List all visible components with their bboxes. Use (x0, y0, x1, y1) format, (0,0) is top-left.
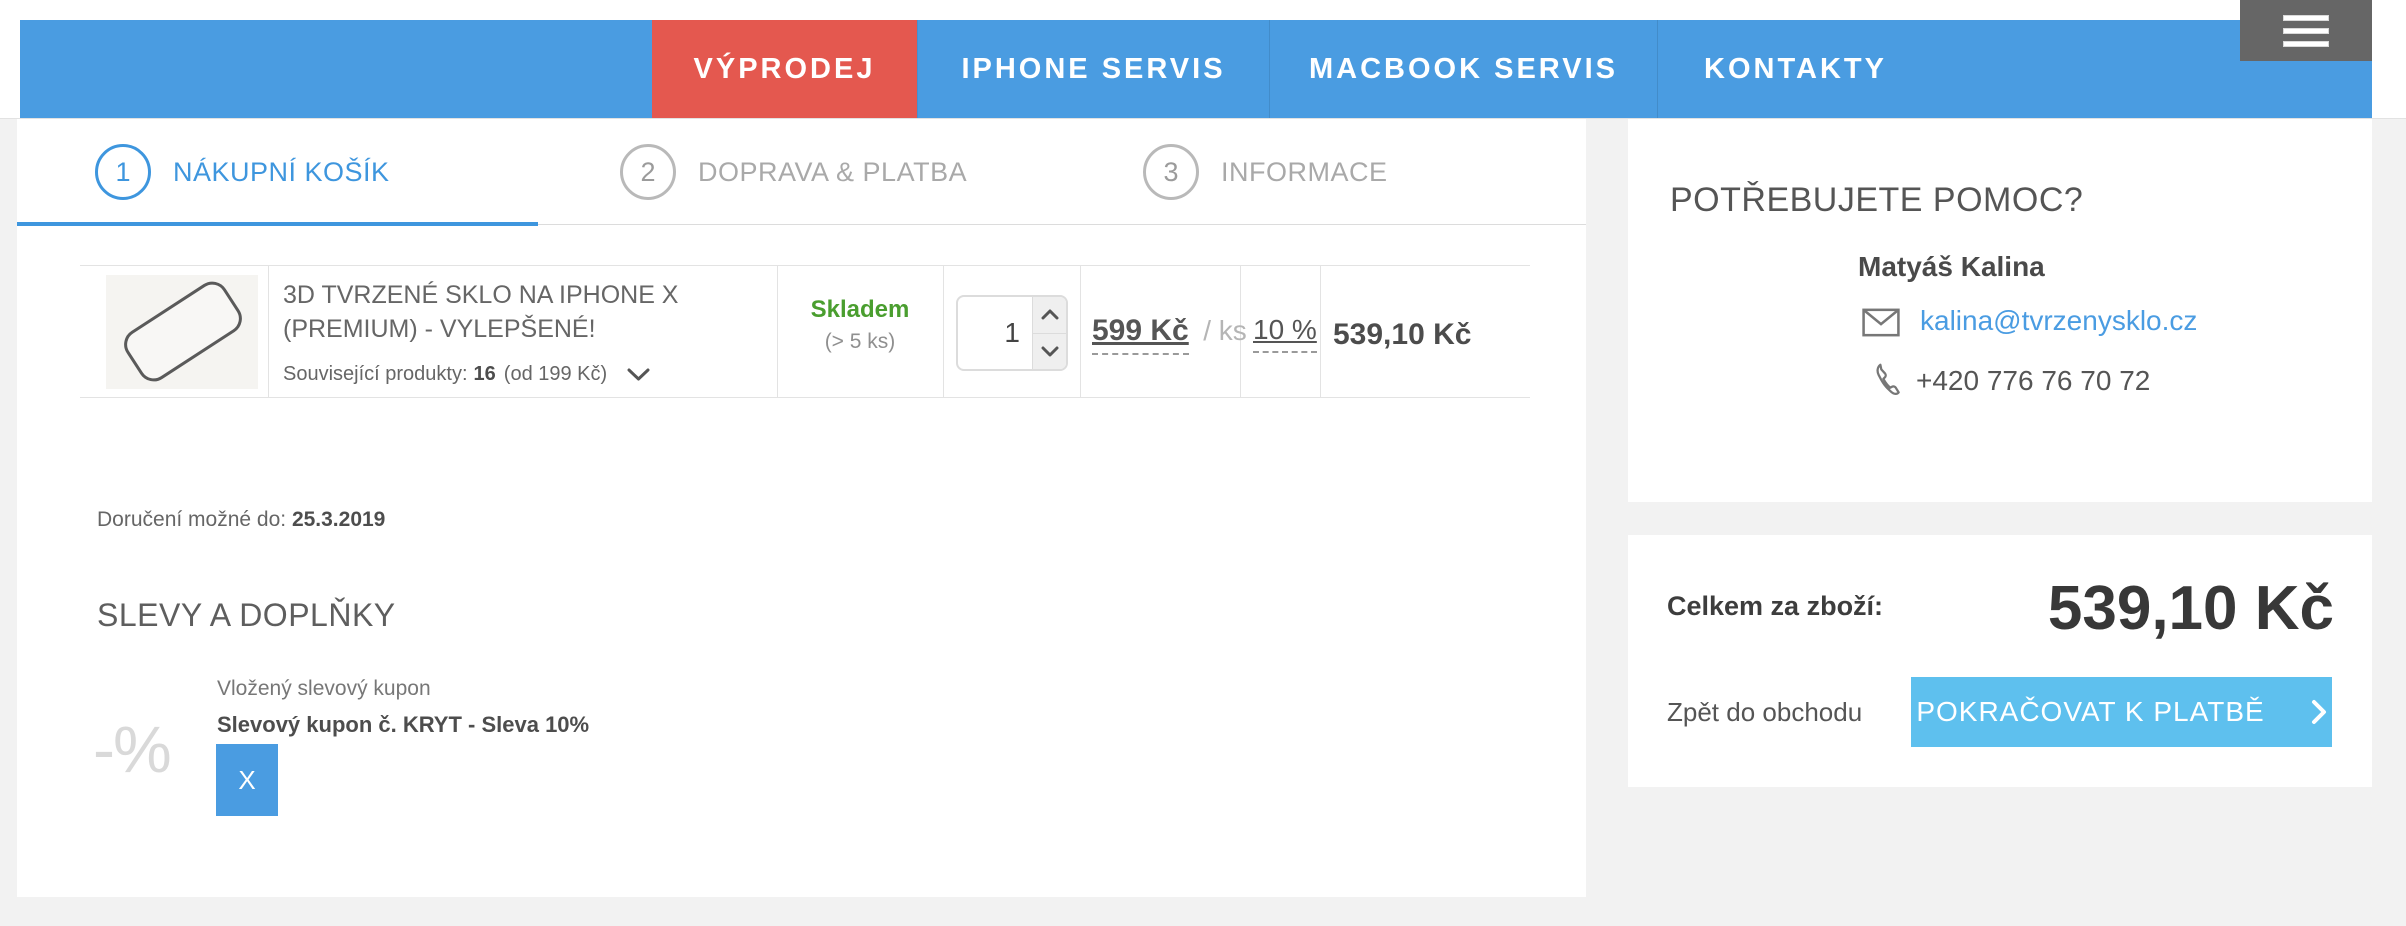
help-heading: POTŘEBUJETE POMOC? (1670, 181, 2084, 219)
column-divider (268, 266, 269, 397)
step-number-circle: 1 (95, 144, 151, 200)
tempered-glass-image (117, 275, 249, 388)
hamburger-menu-button[interactable] (2240, 0, 2372, 61)
continue-to-payment-button[interactable]: POKRAČOVAT K PLATBĚ (1911, 677, 2332, 747)
stock-status: Skladem (> 5 ks) (777, 296, 943, 354)
hamburger-icon (2283, 40, 2329, 47)
column-divider (1080, 266, 1081, 397)
help-panel: POTŘEBUJETE POMOC? Matyáš Kalina kalina@… (1628, 119, 2372, 502)
coupon-label: Vložený slevový kupon (217, 677, 431, 700)
nav-item-vyprodej[interactable]: VÝPRODEJ (652, 20, 917, 118)
step-label: INFORMACE (1221, 156, 1388, 187)
quantity-stepper: 1 (956, 295, 1068, 371)
nav-item-iphone-servis[interactable]: IPHONE SERVIS (917, 20, 1269, 118)
product-title[interactable]: 3D TVRZENÉ SKLO NA IPHONE X (PREMIUM) - … (283, 281, 679, 343)
cart-item-row: 3D TVRZENÉ SKLO NA IPHONE X (PREMIUM) - … (80, 265, 1530, 398)
per-unit-label: / ks (1203, 315, 1247, 346)
discount-value[interactable]: 10 % (1253, 314, 1317, 353)
chevron-down-icon[interactable] (627, 368, 650, 382)
contact-name: Matyáš Kalina (1858, 251, 2045, 282)
step-label: NÁKUPNÍ KOŠÍK (173, 156, 390, 187)
coupon-detail: Slevový kupon č. KRYT - Sleva 10% (217, 712, 590, 737)
step-cart[interactable]: 1 NÁKUPNÍ KOŠÍK (95, 119, 390, 225)
delivery-label: Doručení možné do: (97, 508, 292, 531)
step-label: DOPRAVA & PLATBA (698, 156, 968, 187)
step-shipping-payment[interactable]: 2 DOPRAVA & PLATBA (620, 119, 967, 225)
total-value: 539,10 Kč (2047, 574, 2334, 643)
unit-price-cell: 599 Kč / ks (1092, 314, 1247, 355)
nav-item-macbook-servis[interactable]: MACBOOK SERVIS (1269, 20, 1657, 118)
order-summary-panel: Celkem za zboží: 539,10 Kč Zpět do obcho… (1628, 535, 2372, 787)
continue-button-label: POKRAČOVAT K PLATBĚ (1916, 696, 2265, 727)
column-divider (777, 266, 778, 397)
unit-price[interactable]: 599 Kč (1092, 314, 1189, 355)
hamburger-icon (2283, 14, 2329, 21)
quantity-input[interactable]: 1 (1004, 317, 1020, 348)
related-count: 16 (473, 363, 496, 385)
discount-percent-icon: -% (93, 712, 172, 786)
remove-coupon-button[interactable]: X (216, 744, 278, 816)
column-divider (943, 266, 944, 397)
contact-email-link[interactable]: kalina@tvrzenysklo.cz (1920, 305, 2198, 336)
delivery-estimate: Doručení možné do: 25.3.2019 (97, 508, 385, 532)
column-divider (1240, 266, 1241, 397)
quantity-decrease-button[interactable] (1033, 334, 1066, 370)
phone-icon (1868, 359, 1902, 404)
step-number-circle: 3 (1143, 144, 1199, 200)
hamburger-icon (2283, 27, 2329, 34)
step-information[interactable]: 3 INFORMACE (1143, 119, 1388, 225)
discounts-section-heading: SLEVY A DOPLŇKY (97, 597, 396, 633)
step-number-circle: 2 (620, 144, 676, 200)
quantity-increase-button[interactable] (1033, 297, 1066, 334)
column-divider (1320, 266, 1321, 397)
stock-note: (> 5 ks) (824, 330, 896, 353)
quantity-arrows (1032, 297, 1066, 369)
checkout-steps: 1 NÁKUPNÍ KOŠÍK 2 DOPRAVA & PLATBA 3 INF… (17, 119, 1586, 226)
chevron-right-icon (2311, 700, 2326, 724)
related-price: (od 199 Kč) (503, 363, 608, 385)
related-products-toggle[interactable]: Související produkty: 16 (od 199 Kč) (283, 363, 650, 386)
envelope-icon (1862, 308, 1900, 342)
cart-panel: 1 NÁKUPNÍ KOŠÍK 2 DOPRAVA & PLATBA 3 INF… (17, 119, 1586, 897)
stock-label: Skladem (810, 296, 910, 323)
nav-item-kontakty[interactable]: KONTAKTY (1657, 20, 1933, 118)
back-to-shop-link[interactable]: Zpět do obchodu (1667, 697, 1863, 727)
total-label: Celkem za zboží: (1667, 591, 1884, 621)
product-thumbnail[interactable] (106, 275, 258, 389)
main-nav: VÝPRODEJ IPHONE SERVIS MACBOOK SERVIS KO… (20, 20, 2372, 118)
active-step-underline (17, 222, 538, 226)
line-total: 539,10 Kč (1333, 318, 1472, 351)
related-label: Související produkty: (283, 363, 468, 385)
delivery-date: 25.3.2019 (291, 508, 386, 531)
discount-cell: 10 % (1253, 314, 1317, 353)
contact-phone: +420 776 76 70 72 (1916, 365, 2151, 396)
